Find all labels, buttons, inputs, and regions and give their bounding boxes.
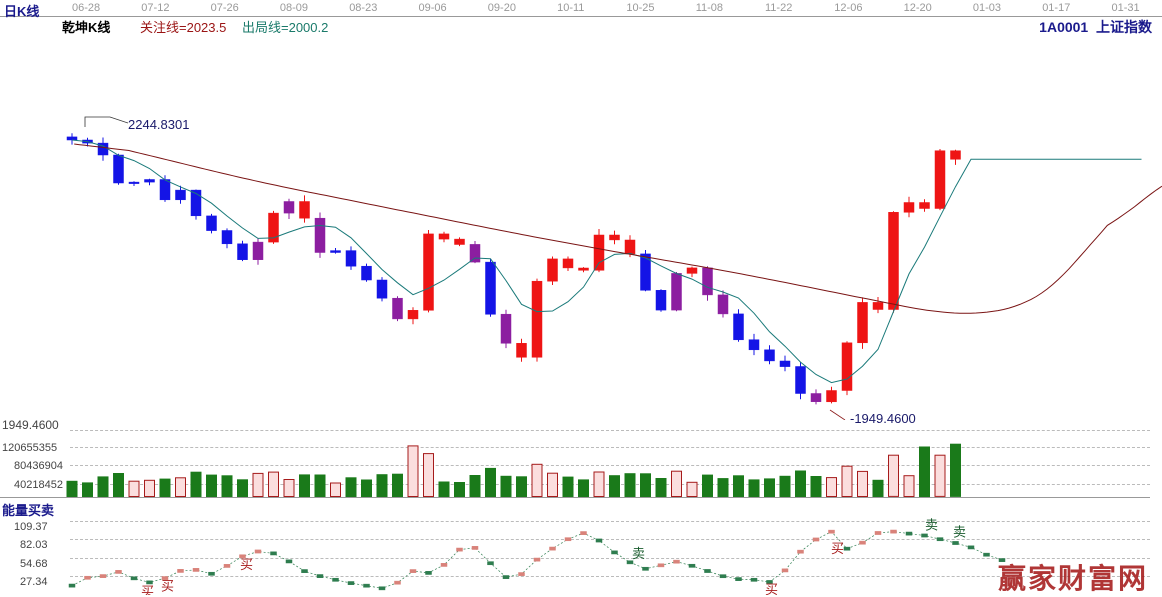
svg-text:卖: 卖 <box>925 517 938 532</box>
svg-text:买: 买 <box>141 584 154 595</box>
svg-text:买: 买 <box>831 541 844 556</box>
svg-text:买: 买 <box>240 557 253 572</box>
svg-text:买: 买 <box>765 582 778 595</box>
svg-text:卖: 卖 <box>953 524 966 539</box>
svg-text:卖: 卖 <box>632 546 645 561</box>
svg-text:买: 买 <box>161 579 174 594</box>
